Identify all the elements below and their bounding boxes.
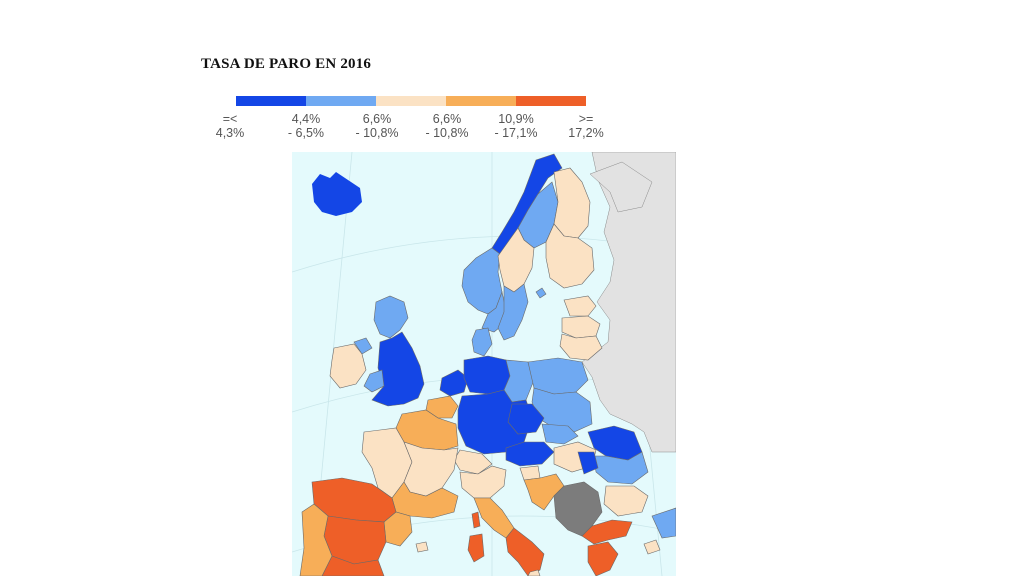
slovenia	[519, 465, 541, 481]
romania-south	[593, 451, 649, 485]
legend-color-bar	[236, 96, 586, 106]
lithuania	[559, 333, 603, 361]
legend-swatch-2	[306, 96, 376, 106]
map-title: TASA DE PARO EN 2016	[201, 56, 372, 72]
legend-swatch-1	[236, 96, 306, 106]
legend-swatch-4	[446, 96, 516, 106]
map-svg	[292, 152, 676, 576]
legend-label-1: =< 4,3%	[215, 112, 245, 140]
romania-west	[577, 451, 599, 475]
europe-map	[292, 152, 676, 576]
italy-north	[459, 465, 507, 499]
corsica	[471, 511, 481, 529]
italy-south	[505, 527, 545, 576]
legend-label-4: 6,6% - 10,8%	[425, 112, 469, 140]
legend: =< 4,3% 4,4% - 6,5% 6,6% - 10,8% 6,6% - 10,8…	[214, 96, 610, 156]
greece-north	[581, 519, 633, 545]
turkey-edge	[651, 507, 676, 539]
austria	[505, 441, 555, 467]
bulgaria	[603, 485, 649, 517]
scotland	[373, 295, 409, 339]
portugal	[299, 503, 333, 576]
sardinia	[467, 533, 485, 563]
legend-label-3: 6,6% - 10,8%	[355, 112, 399, 140]
finland-south	[545, 223, 595, 289]
legend-label-5: 10,9% - 17,1%	[494, 112, 538, 140]
balearic-islands	[415, 541, 429, 553]
czechia	[507, 403, 545, 435]
estonia	[563, 295, 597, 317]
non-eu-north	[589, 161, 653, 213]
iceland	[312, 172, 362, 216]
greece-south	[587, 541, 619, 576]
legend-label-6: >= 17,2%	[568, 112, 604, 140]
legend-label-2: 4,4% - 6,5%	[287, 112, 325, 140]
northern-ireland	[353, 337, 373, 355]
sweden-south	[497, 283, 529, 341]
finland-north	[553, 167, 591, 239]
ireland	[329, 343, 367, 389]
sicily-coast	[527, 569, 541, 576]
germany-north	[463, 355, 511, 395]
aegean-islands	[643, 539, 661, 555]
legend-swatch-3	[376, 96, 446, 106]
slovakia	[541, 423, 579, 445]
netherlands	[439, 369, 469, 397]
wales	[363, 369, 385, 393]
denmark	[471, 327, 493, 357]
legend-swatch-5	[516, 96, 586, 106]
aland	[535, 287, 547, 299]
western-balkans	[553, 481, 603, 537]
sweden-north	[517, 181, 559, 249]
norway-west	[461, 247, 503, 315]
